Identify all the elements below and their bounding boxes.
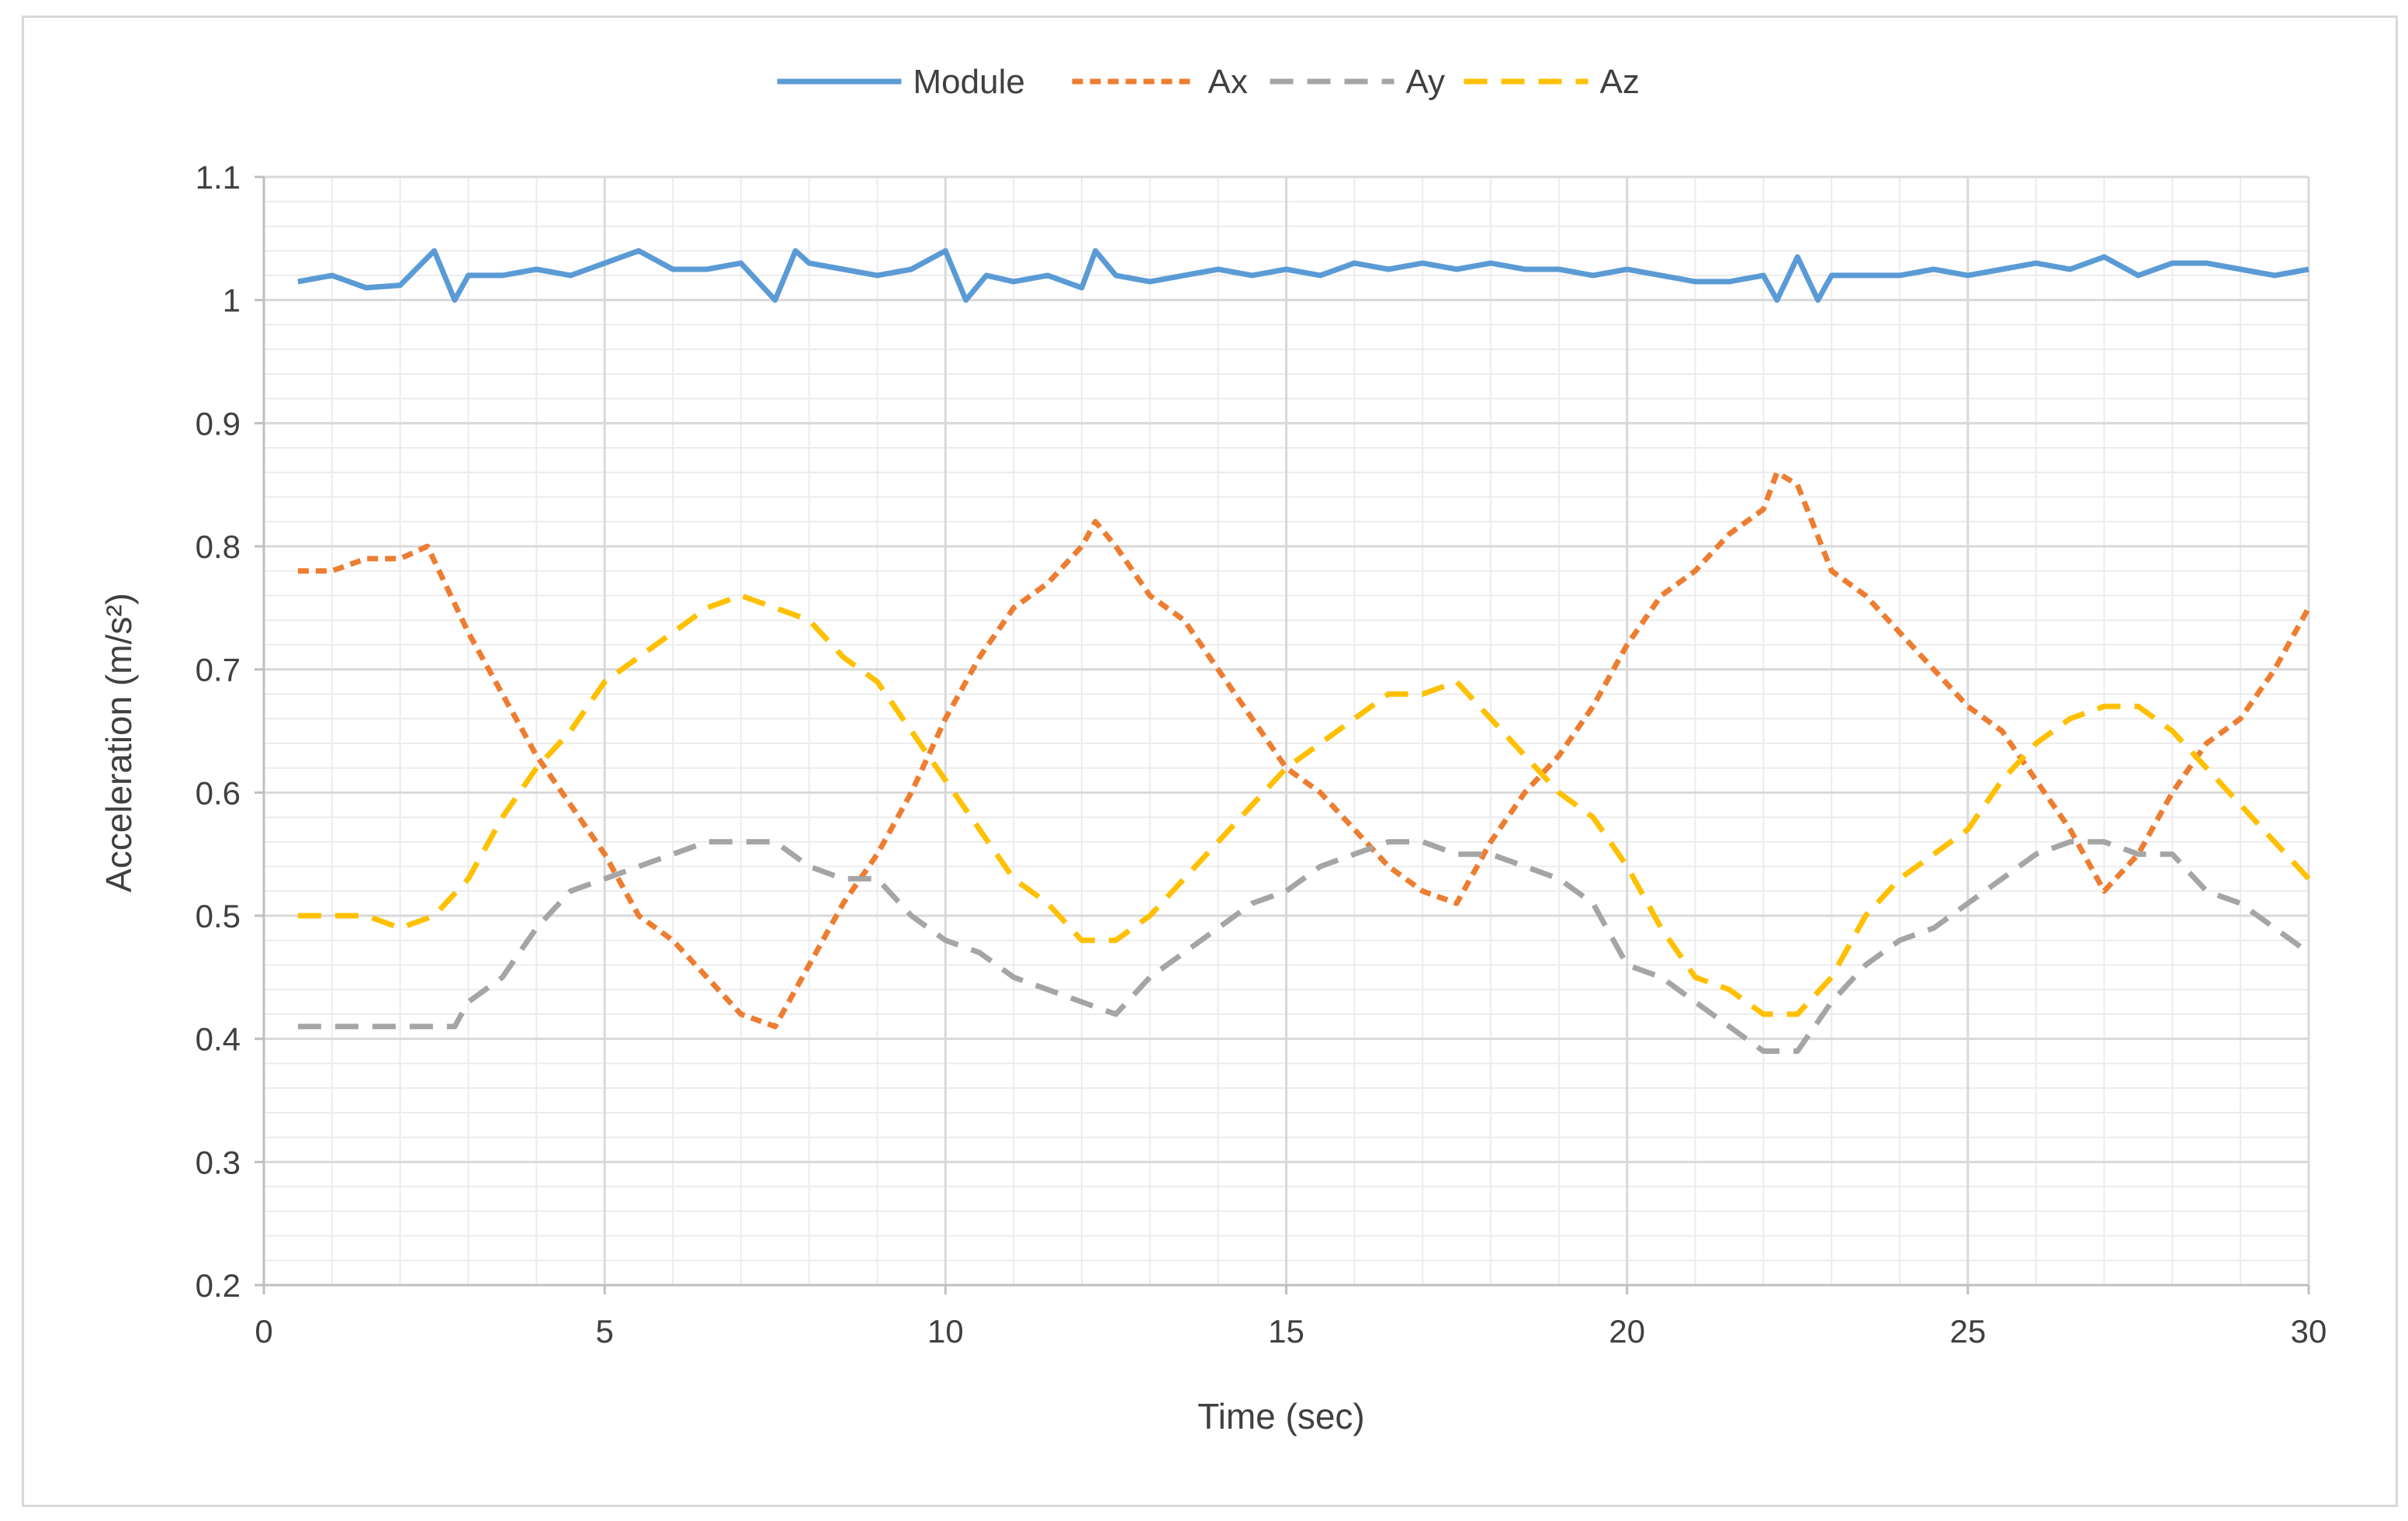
chart-container: 0 5 10 15 20 25 30 0.2 0.3 0.4 0.5 0.6 0.7 0.8 0.9 1 1.… (22, 16, 2398, 1507)
x-axis-title: Time (sec) (1197, 1396, 1365, 1436)
legend-label: Module (913, 63, 1025, 101)
y-tick-label: 0.7 (196, 652, 241, 688)
legend-label: Ax (1208, 63, 1248, 101)
series-line-ax (297, 469, 2312, 1030)
y-tick-label: 0.6 (196, 774, 241, 811)
x-tick-label: 10 (927, 1313, 964, 1349)
legend-item-ay: Ay (1270, 63, 1446, 101)
x-tick-label: 15 (1268, 1313, 1304, 1349)
legend-item-ax: Ax (1072, 63, 1248, 101)
x-tick-label: 5 (595, 1313, 613, 1349)
series-line-module (297, 248, 2309, 303)
legend-item-az: Az (1464, 63, 1640, 101)
y-tick-label: 0.4 (196, 1021, 241, 1058)
y-axis-title: Acceleration (m/s²) (99, 593, 139, 892)
x-tick-label: 0 (255, 1313, 272, 1349)
y-tick-label: 0.8 (196, 528, 241, 565)
y-tick-label: 1 (223, 282, 241, 319)
series-line-az (297, 593, 2311, 1017)
y-tick-label: 0.2 (196, 1267, 241, 1304)
y-tick-label: 1.1 (196, 159, 241, 196)
x-tick-label: 20 (1609, 1313, 1645, 1349)
series-line-ay (297, 839, 2311, 1054)
line-chart: 0 5 10 15 20 25 30 0.2 0.3 0.4 0.5 0.6 0.7 0.8 0.9 1 1.… (99, 63, 2327, 1436)
x-tick-label: 25 (1949, 1313, 1986, 1349)
legend-label: Ay (1406, 63, 1446, 101)
legend-item-module: Module (777, 63, 1025, 101)
y-tick-label: 0.3 (196, 1144, 241, 1180)
y-tick-label: 0.5 (196, 898, 241, 934)
x-tick-label: 30 (2291, 1313, 2327, 1349)
legend-label: Az (1600, 63, 1640, 101)
y-tick-label: 0.9 (196, 405, 241, 442)
